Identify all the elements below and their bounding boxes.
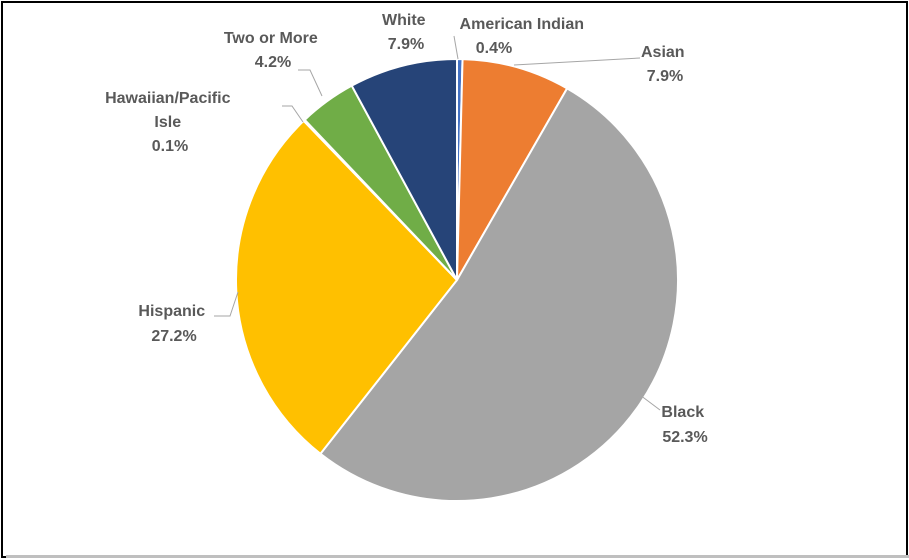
frame-shadow [6, 555, 909, 558]
pie-slice-asian [456, 58, 569, 281]
leader-two-or-more [298, 69, 323, 97]
pie-slice-hispanic [235, 119, 459, 456]
label-asian: Asian 7.9% [641, 44, 689, 85]
leader-hawaiian-pacific [282, 105, 304, 123]
pie-slice-white [350, 57, 458, 281]
label-white: White 7.9% [382, 12, 430, 53]
label-american-indian: American Indian 0.4% [460, 16, 589, 57]
pie-slice-black [319, 87, 679, 502]
label-hispanic: Hispanic 27.2% [138, 303, 209, 345]
leader-black [639, 394, 661, 411]
leader-lines [214, 35, 661, 411]
label-hawaiian-pacific: Hawaiian/Pacific Isle 0.1% [105, 90, 235, 155]
label-two-or-more: Two or More 4.2% [224, 30, 322, 71]
leader-hispanic [214, 291, 239, 317]
label-black: Black 52.3% [661, 404, 708, 446]
leader-american-indian [453, 35, 459, 60]
pie-slices [235, 57, 679, 502]
leader-asian [513, 57, 641, 66]
